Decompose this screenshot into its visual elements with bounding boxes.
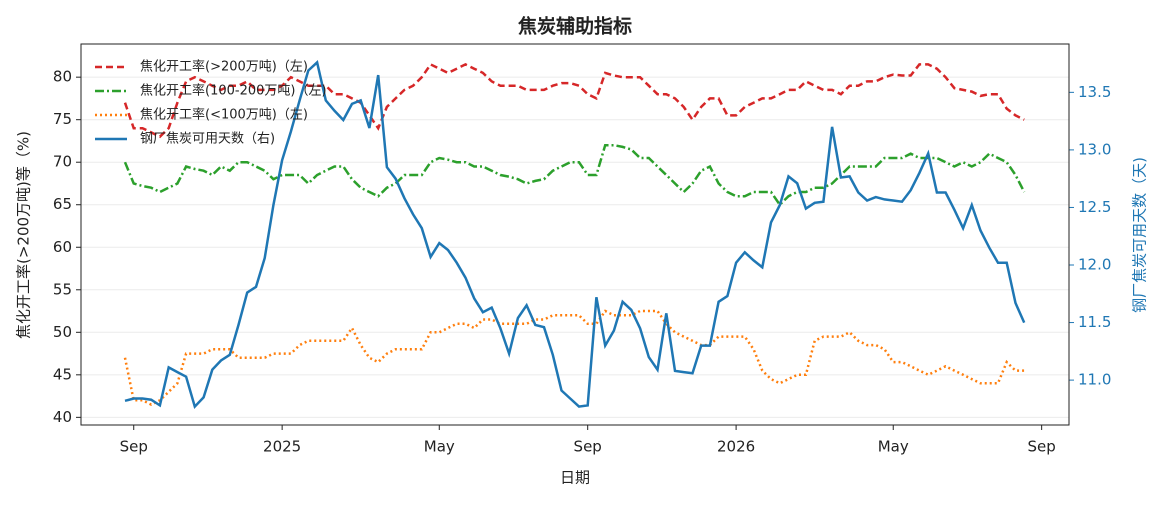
x-tick-label: Sep <box>120 438 148 456</box>
chart-title: 焦炭辅助指标 <box>517 15 632 38</box>
y-tick-label: 55 <box>53 280 72 298</box>
y2-tick-label: 11.0 <box>1078 371 1111 389</box>
legend-label: 钢厂焦炭可用天数（右) <box>140 132 275 147</box>
series-line <box>124 60 1026 410</box>
legend-label: 焦化开工率(>200万吨)（左) <box>140 59 308 75</box>
x-tick-label: May <box>424 438 455 456</box>
y-tick-label: 65 <box>53 195 72 213</box>
legend-label: 焦化开工率(<100万吨)（左) <box>140 107 308 123</box>
series-line <box>123 62 1025 139</box>
y2-tick-label: 13.5 <box>1078 83 1111 101</box>
x-tick-label: Sep <box>1028 438 1056 456</box>
y-tick-label: 70 <box>53 153 72 171</box>
series-line <box>123 143 1026 207</box>
x-tick-label: Sep <box>574 438 602 456</box>
y2-axis-label: 钢厂焦炭可用天数（天) <box>1131 157 1149 313</box>
y2-tick-label: 12.5 <box>1078 198 1111 216</box>
y-axis-label: 焦化开工率(>200万吨)等（%) <box>15 131 33 339</box>
y-tick-label: 75 <box>53 110 72 128</box>
x-tick-label: 2025 <box>263 438 301 456</box>
legend-label: 焦化开工率(100-200万吨)（左) <box>140 83 327 99</box>
y2-tick-label: 12.0 <box>1078 256 1111 274</box>
series-line <box>123 309 1025 406</box>
y-tick-label: 40 <box>53 408 72 426</box>
x-tick-label: May <box>878 438 909 456</box>
y-tick-label: 60 <box>53 238 72 256</box>
y2-tick-label: 11.5 <box>1078 313 1111 331</box>
y2-tick-label: 13.0 <box>1078 140 1111 158</box>
x-tick-label: 2026 <box>717 438 755 456</box>
y-tick-label: 50 <box>53 323 72 341</box>
y-tick-label: 80 <box>53 68 72 86</box>
y-tick-label: 45 <box>53 365 72 383</box>
plot-frame <box>80 43 1070 426</box>
x-axis-label: 日期 <box>560 469 590 487</box>
